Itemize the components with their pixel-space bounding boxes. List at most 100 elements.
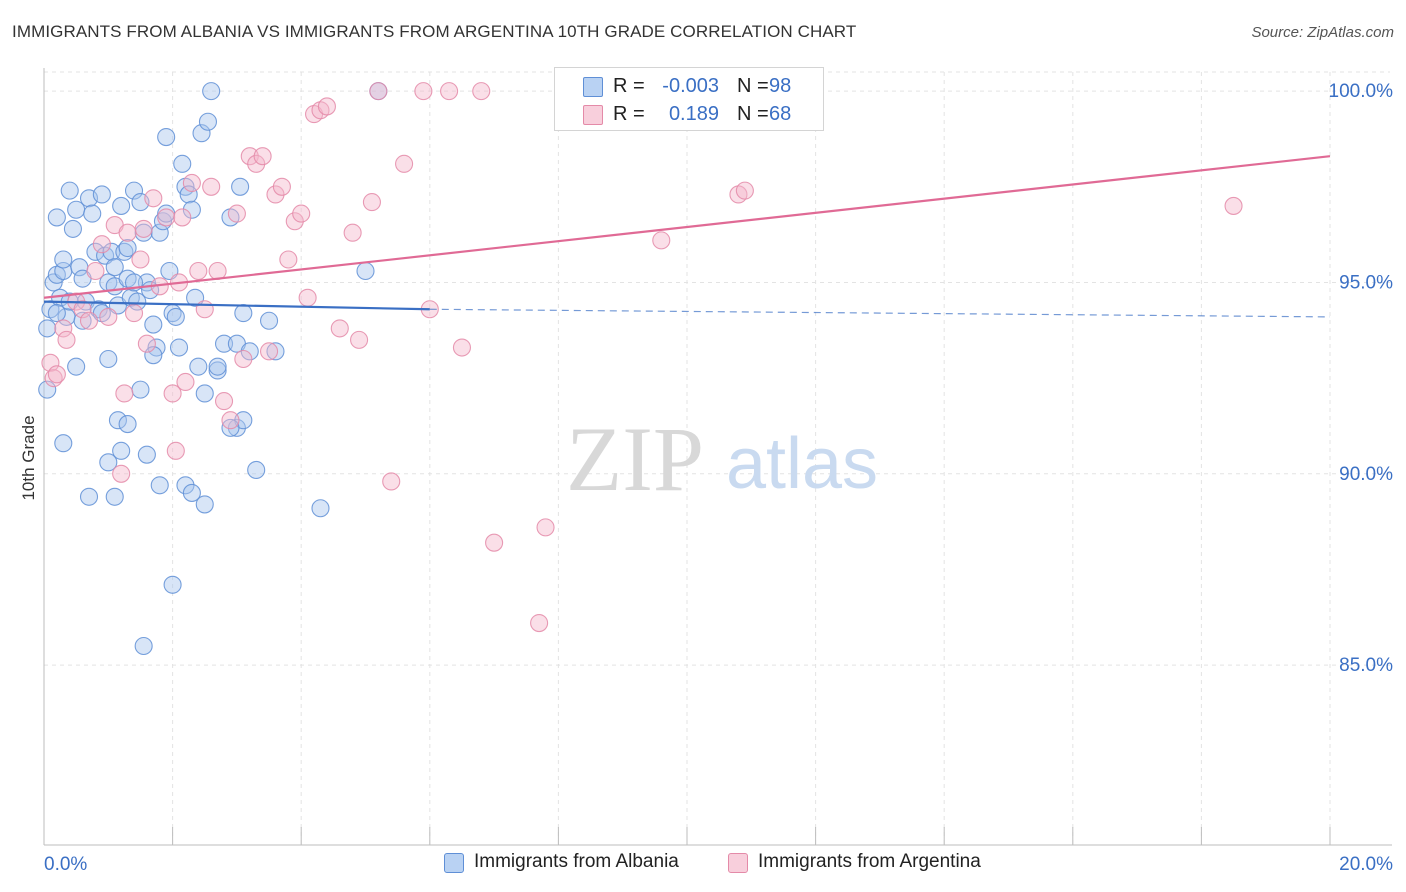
y-tick-label: 95.0% [1339,272,1393,293]
argentina-point [485,533,504,552]
argentina-point [536,518,555,537]
y-tick-label: 90.0% [1339,464,1393,485]
argentina-point [131,250,150,269]
argentina-swatch [583,105,603,125]
grid-lines [43,71,1390,845]
argentina-point [735,181,754,200]
albania-point [60,181,79,200]
albania-point [124,181,144,200]
argentina-point [134,219,153,238]
argentina-point [227,204,246,223]
albania-point [105,487,124,506]
argentina-point [259,342,279,361]
watermark-atlas: atlas [726,424,878,504]
argentina-point [298,288,317,307]
albania-point [169,338,189,357]
albania-point [163,575,182,594]
albania-trend-extension [429,308,1331,318]
n-label: N = [737,75,769,97]
argentina-point [530,613,549,633]
r-label: R = [613,103,645,125]
albania-point [182,483,201,502]
r-value: -0.003 [662,75,719,97]
albania-point [311,499,330,518]
y-axis-label: 10th Grade [19,415,38,500]
argentina-point [163,384,182,403]
argentina-point [173,208,192,227]
albania-legend-label: Immigrants from Albania [474,851,679,872]
argentina-point [73,300,92,319]
n-value: 98 [769,75,792,97]
argentina-point [214,392,234,411]
albania-point [221,418,240,437]
argentina-point [57,330,76,349]
argentina-point [124,304,144,323]
albania-point [47,208,66,227]
argentina-point [285,212,304,231]
argentina-point [343,223,362,242]
albania-point [38,380,57,399]
argentina-point [189,261,208,281]
y-tick-label: 85.0% [1339,655,1393,676]
albania-point [134,636,153,656]
albania-point [173,154,192,173]
albania-point [176,476,195,495]
albania-point [137,445,156,464]
legend-row-albania: R = -0.003 N = 98 [555,73,823,101]
argentina-point [330,319,349,338]
albania-point [99,349,118,369]
source-credit: Source: ZipAtlas.com [1251,24,1394,41]
albania-point [157,128,176,147]
albania-point [54,250,73,269]
watermark: ZIP atlas [566,408,878,510]
argentina-point [253,147,272,166]
albania-point [83,204,102,223]
albania-point [54,434,73,453]
argentina-point [195,300,214,319]
albania-point [356,261,375,281]
argentina-point [221,411,240,430]
argentina-point [92,235,111,254]
argentina-point [279,250,298,269]
albania-trend-line [43,300,430,311]
argentina-point [86,261,105,281]
albania-point [195,495,214,514]
argentina-point [652,231,671,250]
albania-point [189,357,208,376]
albania-point [99,453,118,472]
albania-point [208,361,227,380]
argentina-point [234,349,253,369]
argentina-point [144,189,163,208]
argentina-point [176,372,195,392]
argentina-point [395,154,414,173]
correlation-legend: R = -0.003 N = 98 R = 0.189 N = 68 [554,67,824,131]
series-argentina-points [41,82,1243,633]
albania-point [67,357,86,376]
x-tick-label: 20.0% [1339,854,1393,875]
albania-point [179,185,198,204]
argentina-point [54,319,73,338]
argentina-point [350,330,369,349]
x-tick-label: 0.0% [44,854,87,875]
argentina-point [240,147,259,166]
albania-point [128,292,147,311]
argentina-point [292,204,311,223]
albania-point [79,487,99,506]
trend-lines [43,155,1331,318]
argentina-point [41,353,60,372]
albania-point [247,460,266,480]
albania-point [105,258,124,277]
legend-row-argentina: R = 0.189 N = 68 [555,101,823,129]
r-value: 0.189 [668,103,719,125]
argentina-point [452,338,472,357]
argentina-point [414,82,433,101]
albania-point [234,304,253,323]
albania-point [92,185,111,204]
argentina-point [317,97,336,116]
argentina-point [115,384,134,403]
argentina-point [99,307,118,326]
argentina-legend-swatch [728,853,748,873]
argentina-point [118,223,137,242]
argentina-point [1224,196,1243,215]
albania-point [112,441,131,460]
